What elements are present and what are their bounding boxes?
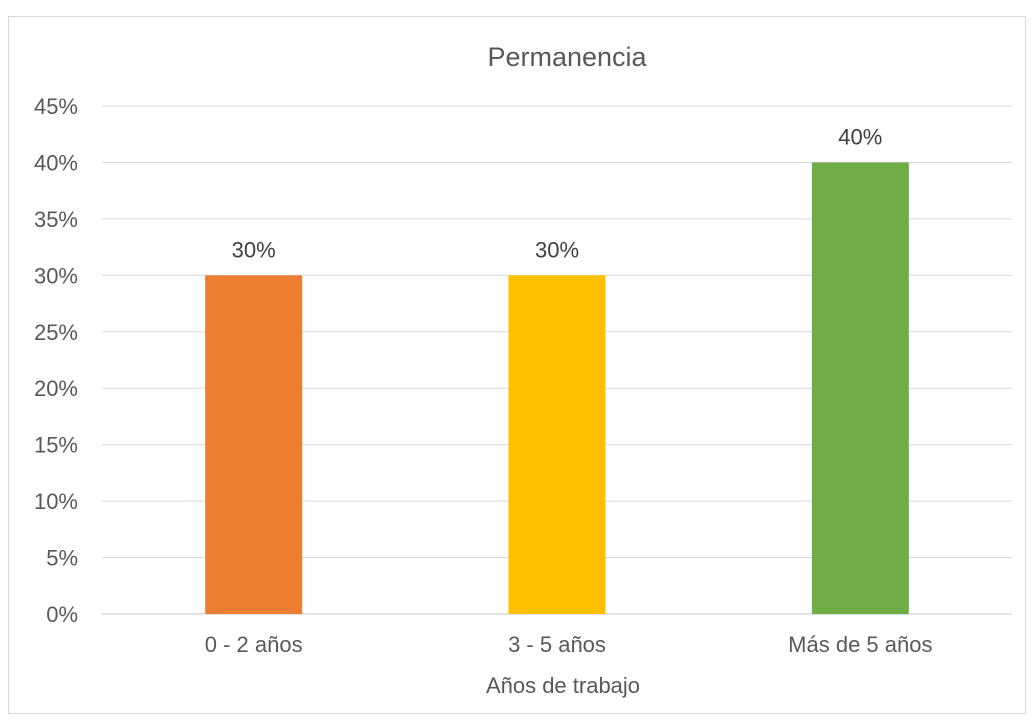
bar xyxy=(811,162,909,614)
x-category-label: Más de 5 años xyxy=(788,632,932,657)
data-label: 30% xyxy=(232,237,276,262)
y-tick-label: 40% xyxy=(34,150,78,175)
x-axis-label: Años de trabajo xyxy=(486,673,640,698)
data-labels: 30% 30% 40% xyxy=(232,124,883,262)
chart-title: Permanencia xyxy=(487,42,647,72)
data-label: 30% xyxy=(535,237,579,262)
y-tick-label: 35% xyxy=(34,207,78,232)
y-tick-label: 10% xyxy=(34,489,78,514)
y-tick-label: 5% xyxy=(46,546,78,571)
x-category-label: 0 - 2 años xyxy=(205,632,303,657)
y-tick-label: 25% xyxy=(34,320,78,345)
x-axis-categories: 0 - 2 años 3 - 5 años Más de 5 años xyxy=(205,632,933,657)
y-tick-label: 45% xyxy=(34,94,78,119)
bars xyxy=(205,162,909,614)
bar xyxy=(508,275,606,614)
data-label: 40% xyxy=(838,124,882,149)
y-axis-ticks: 0% 5% 10% 15% 20% 25% 30% 35% 40% 45% xyxy=(34,94,78,627)
x-category-label: 3 - 5 años xyxy=(508,632,606,657)
y-tick-label: 30% xyxy=(34,263,78,288)
y-tick-label: 15% xyxy=(34,433,78,458)
bar xyxy=(205,275,303,614)
y-tick-label: 0% xyxy=(46,602,78,627)
y-tick-label: 20% xyxy=(34,376,78,401)
